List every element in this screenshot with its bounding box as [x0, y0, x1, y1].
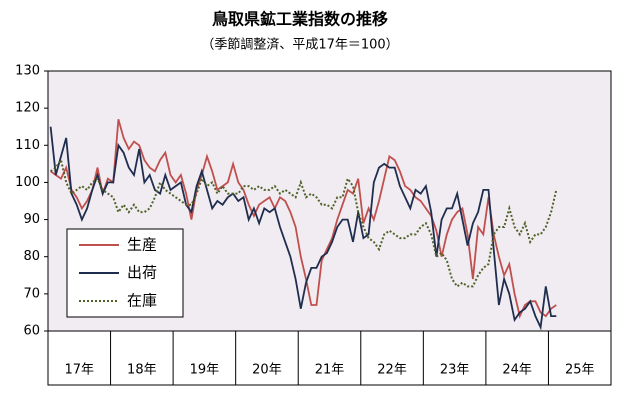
chart-title: 鳥取県鉱工業指数の推移: [212, 10, 388, 29]
x-tick-label: 23年: [440, 363, 470, 378]
y-tick-label: 120: [15, 101, 40, 116]
y-tick-label: 130: [15, 64, 40, 79]
y-tick-label: 80: [23, 249, 40, 264]
series-line: [49, 126, 557, 331]
x-tick-label: 25年: [565, 363, 595, 378]
chart-subtitle: （季節調整済、平成17年＝100）: [201, 37, 398, 53]
x-tick-label: 22年: [377, 363, 407, 378]
legend-label: 在庫: [127, 292, 157, 310]
series-line: [50, 157, 558, 288]
x-tick-label: 19年: [190, 363, 220, 378]
x-tick-label: 20年: [252, 363, 282, 378]
y-tick-label: 60: [23, 324, 40, 339]
x-tick-label: 21年: [315, 363, 345, 378]
legend-label: 生産: [127, 236, 157, 254]
x-tick-label: 24年: [502, 363, 532, 378]
y-tick-label: 90: [23, 212, 40, 227]
series-line: [50, 119, 557, 319]
x-axis-area: [47, 330, 612, 386]
x-tick-label: 18年: [127, 363, 157, 378]
y-tick-label: 70: [23, 286, 40, 301]
legend-label: 出荷: [127, 264, 157, 282]
y-tick-label: 110: [15, 138, 40, 153]
x-tick-label: 17年: [65, 363, 95, 378]
y-tick-label: 100: [15, 175, 40, 190]
